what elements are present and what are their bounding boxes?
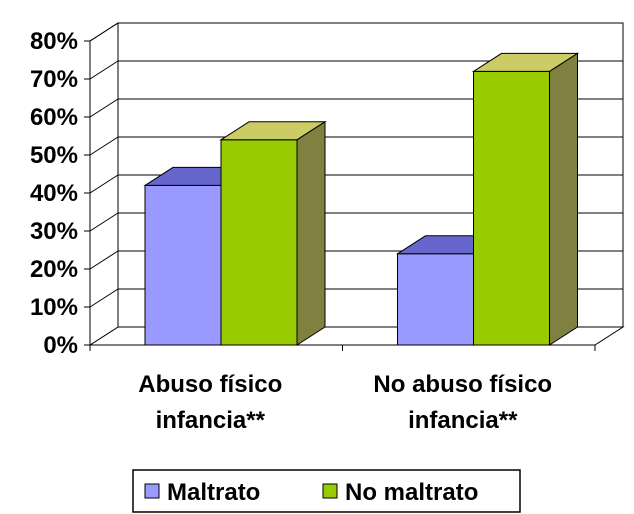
- y-tick-label: 30%: [30, 218, 78, 245]
- y-tick-label: 40%: [30, 180, 78, 207]
- bar-maltrato-1: [397, 253, 474, 346]
- legend-swatch-maltrato: [144, 483, 160, 499]
- y-tick-label: 20%: [30, 256, 78, 283]
- y-tick-label: 10%: [30, 294, 78, 321]
- y-tick-label: 60%: [30, 104, 78, 131]
- bar-no-maltrato-0: [220, 139, 298, 346]
- legend-swatch-no-maltrato: [322, 483, 338, 499]
- gridline-side: [89, 174, 119, 194]
- y-tick-label: 50%: [30, 142, 78, 169]
- bar-maltrato-0: [144, 184, 222, 346]
- bars: [143, 52, 580, 346]
- y-tick-label: 80%: [30, 28, 78, 55]
- y-tick-label: 0%: [43, 332, 78, 359]
- gridline-side: [89, 212, 119, 232]
- gridline-side: [89, 136, 119, 156]
- legend-label: Maltrato: [167, 479, 260, 506]
- legend-label: No maltrato: [345, 479, 478, 506]
- x-axis: Abuso físico infancia** No abuso físico inf…: [89, 344, 596, 434]
- gridline-side: [89, 60, 119, 80]
- gridline-side: [89, 250, 119, 270]
- bar-side: [296, 120, 326, 346]
- bar-no-maltrato-1: [473, 70, 550, 346]
- gridline-side: [89, 288, 119, 308]
- gridline-side: [89, 22, 119, 42]
- bar-side: [549, 52, 578, 346]
- legend: Maltrato No maltrato: [132, 469, 521, 513]
- x-category-label: infancia**: [408, 407, 518, 434]
- y-tick-label: 70%: [30, 66, 78, 93]
- y-axis: 0% 10% 20% 30% 40% 50% 60% 70% 80%: [30, 28, 91, 359]
- x-category-label: infancia**: [156, 407, 266, 434]
- x-category-label: Abuso físico: [138, 371, 282, 398]
- x-category-label: No abuso físico: [373, 371, 552, 398]
- gridline-side: [89, 98, 119, 118]
